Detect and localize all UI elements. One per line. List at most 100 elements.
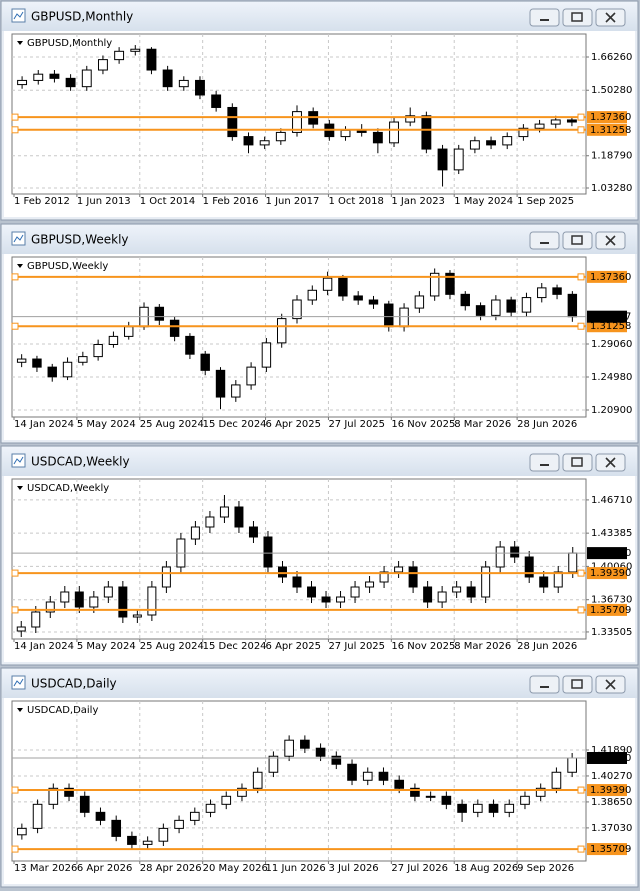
level-handle[interactable] [577, 606, 585, 614]
x-tick-label: 27 Jul 2026 [391, 863, 448, 874]
level-label: 1.35709 [590, 844, 631, 855]
level-label: 1.37360 [590, 272, 631, 283]
candle-body [219, 506, 229, 518]
candle-body [31, 611, 41, 628]
candle-body [277, 566, 287, 578]
x-tick-label: 14 Jan 2024 [14, 419, 74, 430]
candle-body [315, 747, 326, 757]
candle-body [535, 787, 546, 797]
maximize-button[interactable] [562, 675, 593, 694]
minimize-button[interactable] [529, 675, 560, 694]
level-handle[interactable] [11, 786, 19, 794]
candle-body [372, 131, 383, 144]
plot-area [11, 478, 587, 640]
level-handle[interactable] [577, 273, 585, 281]
candle-body [362, 771, 373, 781]
candle-body [368, 299, 379, 305]
minimize-glyph [540, 242, 549, 244]
x-tick-label: 25 Aug 2024 [140, 641, 204, 652]
candle-body [300, 739, 310, 749]
candle-body [405, 115, 416, 123]
candle-body [567, 757, 577, 773]
candle-body [81, 69, 92, 88]
candle-body [261, 342, 272, 368]
window-title: GBPUSD,Weekly [31, 233, 129, 247]
minimize-button[interactable] [529, 231, 560, 250]
x-tick-label: 1 May 2024 [454, 196, 513, 207]
candle-body [78, 356, 88, 363]
window-title: GBPUSD,Monthly [31, 10, 133, 24]
candle-body [365, 581, 375, 588]
x-tick-label: 28 Jun 2026 [517, 641, 577, 652]
candle-body [457, 803, 467, 813]
candle-body [185, 335, 195, 355]
level-handle[interactable] [577, 113, 585, 121]
x-tick-label: 13 Mar 2026 [14, 863, 77, 874]
y-tick-label: 1.40060 [591, 561, 632, 572]
candle-body [445, 272, 455, 295]
candle-body [510, 546, 520, 558]
candle-body [103, 586, 113, 598]
x-tick-label: 15 Dec 2024 [203, 641, 267, 652]
level-handle[interactable] [11, 113, 19, 121]
candle-body [111, 819, 122, 837]
candle-body [263, 536, 273, 568]
candle-body [142, 840, 153, 845]
candle-body [47, 366, 57, 378]
window-title: USDCAD,Weekly [31, 455, 130, 469]
close-glyph [605, 235, 616, 246]
candle-body [169, 319, 180, 337]
x-tick-label: 1 Sep 2025 [517, 196, 574, 207]
level-handle[interactable] [11, 322, 19, 330]
candle-body [379, 571, 389, 583]
x-tick-label: 1 Feb 2016 [203, 196, 259, 207]
candle-body [189, 811, 200, 821]
price-label: 1.41390 [590, 548, 631, 559]
level-handle[interactable] [11, 845, 19, 853]
candle-body [17, 827, 27, 836]
level-handle[interactable] [11, 606, 19, 614]
candle-body [425, 795, 436, 798]
maximize-button[interactable] [562, 453, 593, 472]
level-label-box [587, 567, 627, 580]
x-tick-label: 1 Feb 2012 [14, 196, 70, 207]
candle-body [221, 795, 232, 805]
y-tick-label: 1.41890 [591, 745, 632, 756]
maximize-button[interactable] [562, 8, 593, 27]
minimize-button[interactable] [529, 8, 560, 27]
level-handle[interactable] [577, 845, 585, 853]
candle-body [195, 79, 205, 96]
candle-body [524, 556, 534, 578]
candle-body [292, 576, 302, 588]
level-handle[interactable] [577, 322, 585, 330]
candle-body [65, 77, 76, 88]
x-tick-label: 15 Dec 2024 [203, 419, 267, 430]
level-handle[interactable] [11, 273, 19, 281]
window-title: USDCAD,Daily [31, 677, 117, 691]
candle-body [93, 343, 103, 358]
candle-body [161, 566, 171, 588]
level-handle[interactable] [577, 569, 585, 577]
candle-body [521, 297, 532, 313]
level-handle[interactable] [11, 126, 19, 134]
x-tick-label: 28 Jun 2026 [517, 419, 577, 430]
y-tick-label: 1.18790 [591, 151, 632, 162]
level-handle[interactable] [577, 786, 585, 794]
y-tick-label: 1.43385 [591, 528, 632, 539]
candle-body [384, 303, 394, 328]
candle-body [394, 779, 405, 789]
x-tick-label: 6 Apr 2025 [266, 641, 321, 652]
candle-body [472, 803, 483, 813]
level-handle[interactable] [11, 569, 19, 577]
candle-body [32, 803, 43, 829]
candle-body [108, 335, 119, 345]
maximize-button[interactable] [562, 231, 593, 250]
candle-body [48, 787, 59, 805]
x-tick-label: 28 Apr 2026 [140, 863, 202, 874]
maximize-glyph [571, 457, 583, 467]
candle-body [246, 366, 256, 386]
level-handle[interactable] [577, 126, 585, 134]
minimize-button[interactable] [529, 453, 560, 472]
candle-body [469, 140, 480, 150]
x-tick-label: 11 Jun 2026 [266, 863, 326, 874]
